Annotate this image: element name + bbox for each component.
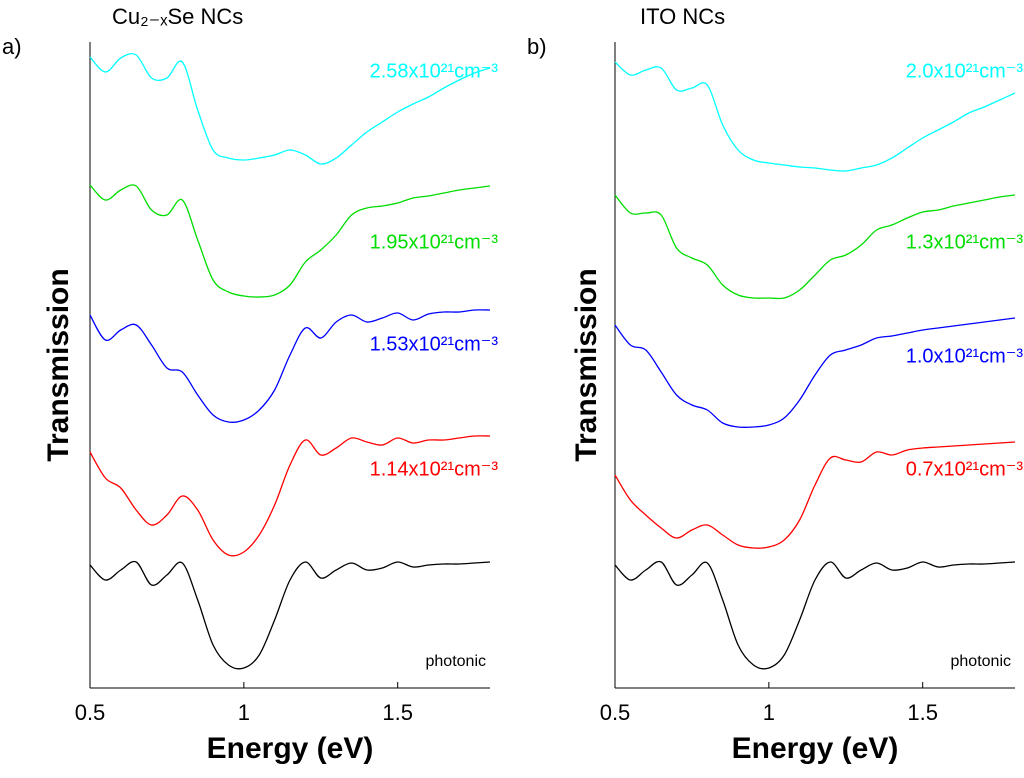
- x-axis-label: Energy (eV): [732, 732, 899, 765]
- series-label: 2.58x10²¹cm⁻³: [370, 60, 499, 82]
- x-tick-label: 1: [238, 700, 250, 725]
- chart-title: Cu₂₋ₓSe NCs: [112, 4, 243, 29]
- chart-title: ITO NCs: [640, 4, 725, 29]
- series-label: 2.0x10²¹cm⁻³: [906, 60, 1024, 82]
- series-label: 1.0x10²¹cm⁻³: [906, 345, 1024, 367]
- x-tick-label: 1.5: [382, 700, 413, 725]
- series-line: [89, 309, 491, 423]
- series-label: photonic: [426, 653, 487, 670]
- series-line: [89, 435, 491, 557]
- panel-label: a): [2, 34, 22, 59]
- x-tick-label: 1.5: [907, 700, 938, 725]
- series-line: [614, 194, 1016, 300]
- series-line: [89, 53, 491, 165]
- series-label: 1.3x10²¹cm⁻³: [906, 231, 1024, 253]
- x-tick-label: 0.5: [600, 700, 631, 725]
- series-line: [89, 560, 491, 670]
- series-label: 0.7x10²¹cm⁻³: [906, 458, 1024, 480]
- y-axis-label: Transmission: [42, 268, 75, 461]
- x-tick-label: 0.5: [75, 700, 106, 725]
- series-label: 1.53x10²¹cm⁻³: [370, 333, 499, 355]
- series-label: 1.14x10²¹cm⁻³: [370, 458, 499, 480]
- series-label: photonic: [951, 653, 1012, 670]
- x-axis-label: Energy (eV): [207, 732, 374, 765]
- series-line: [89, 184, 491, 298]
- panel-label: b): [527, 34, 547, 59]
- series-line: [614, 441, 1016, 549]
- series-label: 1.95x10²¹cm⁻³: [370, 231, 499, 253]
- series-line: [614, 317, 1016, 429]
- series-line: [614, 61, 1016, 172]
- series-line: [614, 560, 1016, 670]
- y-axis-label: Transmission: [570, 268, 603, 461]
- x-tick-label: 1: [763, 700, 775, 725]
